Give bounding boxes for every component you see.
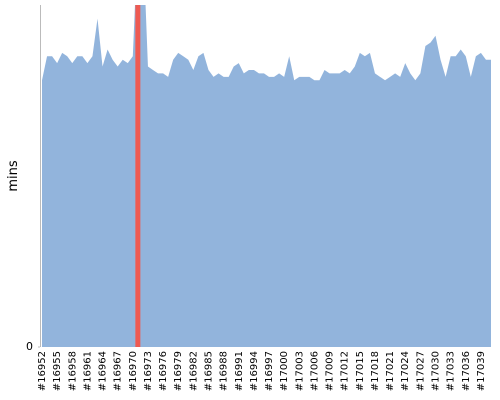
x-tick-label: #17030 xyxy=(431,351,442,391)
x-tick-label: #16985 xyxy=(203,351,214,391)
highlight-bar xyxy=(135,5,141,347)
x-tick-label: #16973 xyxy=(143,351,154,391)
x-tick-label: #16976 xyxy=(158,351,169,391)
area xyxy=(42,5,491,347)
x-tick-label: #16988 xyxy=(219,351,230,391)
x-tick-label: #16997 xyxy=(264,351,275,391)
x-tick-label: #17009 xyxy=(325,351,336,391)
x-tick-label: #17024 xyxy=(400,351,411,391)
x-tick-label: #16994 xyxy=(249,351,260,391)
x-tick-label: #16982 xyxy=(188,351,199,391)
x-tick-label: #17027 xyxy=(415,351,426,391)
x-tick-label: #17012 xyxy=(340,351,351,391)
x-tick-label: #16952 xyxy=(37,351,48,391)
x-tick-label: #16955 xyxy=(52,351,63,391)
x-tick-label: #17021 xyxy=(385,351,396,391)
x-tick-label: #16961 xyxy=(82,351,93,391)
x-tick-label: #17000 xyxy=(279,351,290,391)
x-tick-label: #17036 xyxy=(461,351,472,391)
x-tick-label: #16979 xyxy=(173,351,184,391)
x-tick-label: #16970 xyxy=(128,351,139,391)
plot-area xyxy=(42,5,491,347)
x-tick-label: #17006 xyxy=(309,351,320,391)
y-axis-label: mins xyxy=(6,160,21,192)
x-tick-label: #16964 xyxy=(98,351,109,391)
x-tick-label: #17039 xyxy=(476,351,487,391)
x-tick-label: #16967 xyxy=(113,351,124,391)
x-tick-label: #17003 xyxy=(294,351,305,391)
x-tick-label: #16958 xyxy=(67,351,78,391)
x-tick-label: #17018 xyxy=(370,351,381,391)
y-tick-label: 0 xyxy=(26,340,33,353)
x-tick-label: #16991 xyxy=(234,351,245,391)
x-tick-label: #17015 xyxy=(355,351,366,391)
x-tick-label: #17033 xyxy=(446,351,457,391)
